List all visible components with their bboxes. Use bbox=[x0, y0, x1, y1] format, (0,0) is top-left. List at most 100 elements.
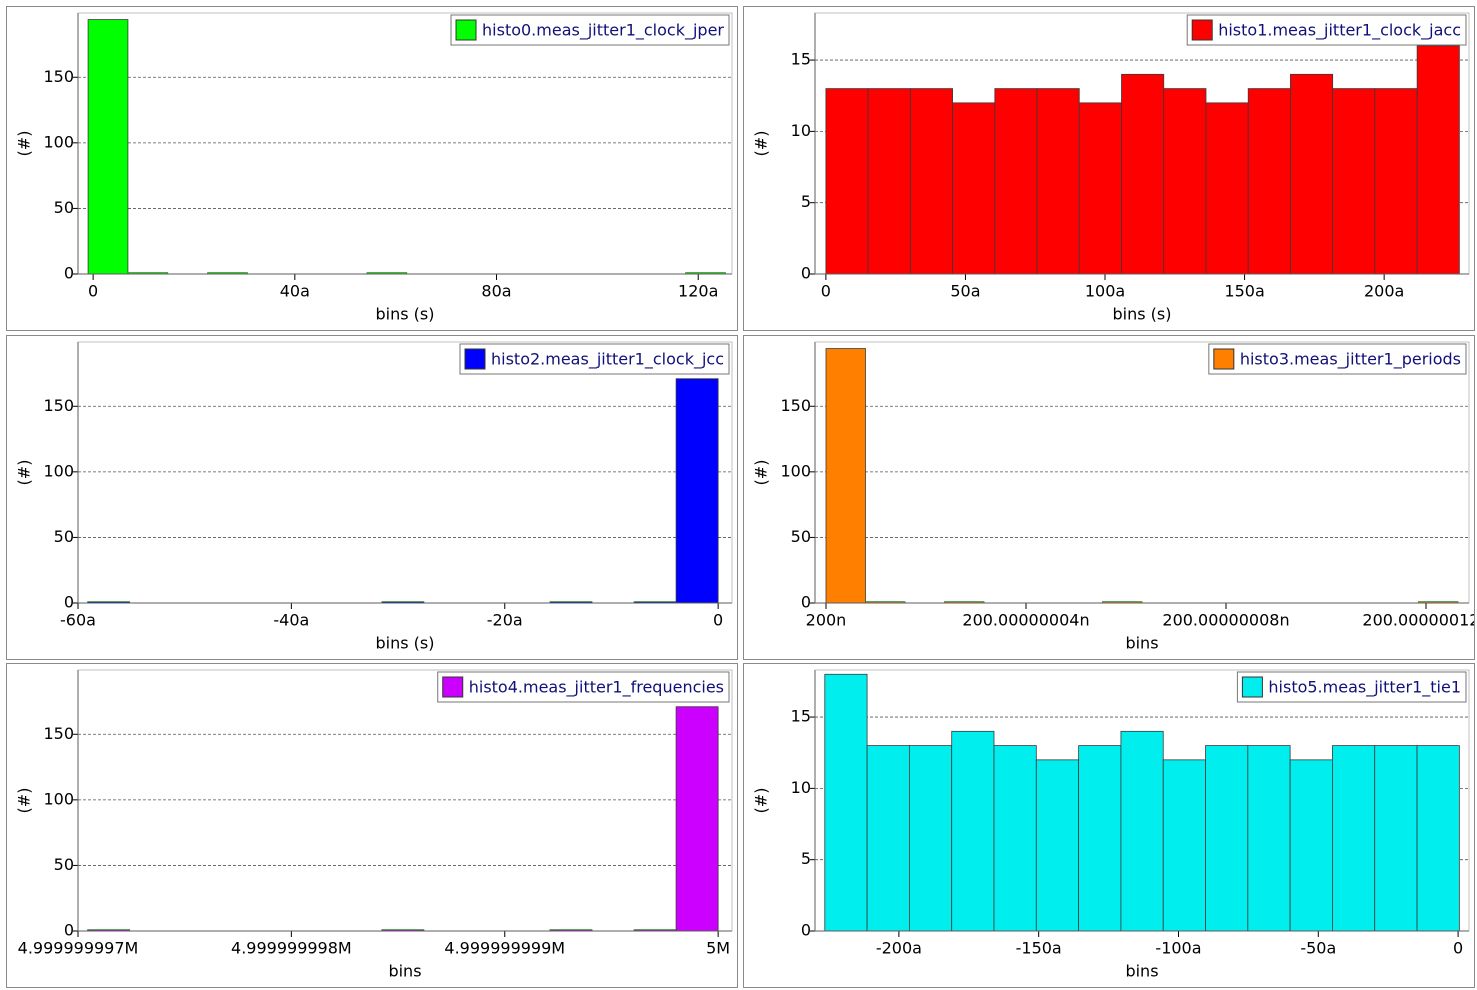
x-tick-label: 200.00000012n bbox=[1362, 611, 1475, 630]
bar bbox=[1078, 745, 1122, 932]
y-tick-label: 100 bbox=[43, 461, 74, 480]
bar bbox=[824, 673, 868, 932]
x-tick-label: -40a bbox=[273, 611, 309, 630]
y-tick-label: 0 bbox=[64, 264, 74, 283]
bar bbox=[87, 19, 129, 275]
bar bbox=[1332, 88, 1376, 275]
bar bbox=[1416, 745, 1460, 932]
y-tick-label: 150 bbox=[43, 724, 74, 743]
y-tick-label: 0 bbox=[801, 264, 811, 283]
x-tick-label: 200a bbox=[1364, 282, 1404, 301]
x-tick-label: 200.00000004n bbox=[962, 611, 1089, 630]
x-tick-label: 40a bbox=[280, 282, 310, 301]
bar bbox=[1374, 88, 1418, 275]
y-tick-label: 15 bbox=[791, 50, 811, 69]
legend-box bbox=[1208, 343, 1467, 375]
bar bbox=[1035, 759, 1080, 932]
x-tick-label: 200.00000008n bbox=[1162, 611, 1289, 630]
x-axis-label: bins (s) bbox=[376, 305, 435, 324]
histogram-panel: 0 50 100 150 200n 200.00000004n 200.00000008n 2… bbox=[743, 335, 1475, 660]
x-tick-label: 4.999999997M bbox=[18, 939, 139, 958]
histogram-panel: 0 5 10 15 0 50a 100a 150a 200a bins (s) (#) histo1.… bbox=[743, 6, 1475, 331]
histogram-panel: 0 50 100 150 0 40a 80a 120a bins (s) (#) histo0.me… bbox=[6, 6, 738, 331]
y-tick-label: 0 bbox=[64, 921, 74, 940]
histogram-panel: 0 50 100 150 -60a -40a -20a 0 bins (s) (#) histo2.… bbox=[6, 335, 738, 660]
bar bbox=[1163, 88, 1207, 275]
y-tick-label: 10 bbox=[791, 778, 811, 797]
legend-label: histo4.meas_jitter1_frequencies bbox=[469, 678, 724, 698]
bar bbox=[675, 706, 719, 932]
x-axis-label: bins (s) bbox=[376, 634, 435, 653]
bar bbox=[1332, 745, 1376, 932]
y-axis-label: (#) bbox=[15, 460, 34, 486]
y-tick-label: 50 bbox=[54, 198, 74, 217]
y-tick-label: 0 bbox=[64, 593, 74, 612]
x-tick-label: 0 bbox=[88, 282, 98, 301]
y-tick-label: 0 bbox=[801, 593, 811, 612]
legend-box bbox=[450, 14, 730, 46]
bar bbox=[1289, 759, 1333, 932]
y-tick-label: 150 bbox=[43, 67, 74, 86]
y-tick-label: 150 bbox=[780, 396, 811, 415]
y-tick-label: 0 bbox=[801, 921, 811, 940]
x-tick-label: 4.999999998M bbox=[231, 939, 352, 958]
bar bbox=[1121, 73, 1165, 275]
y-tick-label: 100 bbox=[780, 461, 811, 480]
legend-box bbox=[437, 671, 730, 703]
x-tick-label: 0 bbox=[821, 282, 831, 301]
x-tick-label: 0 bbox=[1453, 939, 1463, 958]
y-tick-label: 15 bbox=[791, 707, 811, 726]
legend-label: histo5.meas_jitter1_tie1 bbox=[1268, 678, 1461, 698]
x-axis-label: bins bbox=[1125, 962, 1158, 981]
x-tick-label: 4.999999999M bbox=[444, 939, 565, 958]
x-tick-label: -60a bbox=[60, 611, 96, 630]
bar bbox=[908, 745, 953, 932]
bar bbox=[951, 730, 995, 932]
histogram-panel: 0 5 10 15 -200a -150a -100a -50a 0 bins (#) histo5.… bbox=[743, 663, 1475, 988]
plot-frame bbox=[77, 669, 733, 932]
legend-label: histo0.meas_jitter1_clock_jper bbox=[482, 21, 724, 41]
x-axis-label: bins bbox=[1125, 634, 1158, 653]
bar bbox=[1416, 45, 1460, 275]
bar bbox=[825, 348, 866, 604]
plot-frame bbox=[814, 12, 1470, 275]
bar bbox=[1120, 730, 1164, 932]
y-tick-label: 150 bbox=[43, 396, 74, 415]
x-tick-label: 50a bbox=[950, 282, 980, 301]
bar bbox=[675, 378, 719, 604]
y-axis-label: (#) bbox=[752, 788, 771, 814]
bar bbox=[825, 88, 869, 275]
bar bbox=[1205, 745, 1249, 932]
bar bbox=[1162, 759, 1206, 932]
x-tick-label: -20a bbox=[487, 611, 523, 630]
bar bbox=[1205, 102, 1249, 275]
y-tick-label: 10 bbox=[791, 121, 811, 140]
legend-label: histo1.meas_jitter1_clock_jacc bbox=[1218, 21, 1461, 41]
bar bbox=[993, 745, 1037, 932]
x-axis-label: bins (s) bbox=[1113, 305, 1172, 324]
x-tick-label: -50a bbox=[1300, 939, 1336, 958]
legend-swatch bbox=[1241, 676, 1263, 698]
bar bbox=[952, 102, 996, 275]
legend-label: histo3.meas_jitter1_periods bbox=[1240, 350, 1461, 370]
legend-box bbox=[459, 343, 730, 375]
histogram-panel: 0 50 100 150 4.999999997M 4.999999998M 4.99999… bbox=[6, 663, 738, 988]
bar bbox=[1247, 88, 1291, 275]
plot-frame bbox=[77, 12, 733, 275]
legend-swatch bbox=[464, 348, 486, 370]
y-axis-label: (#) bbox=[15, 131, 34, 157]
plot-frame bbox=[814, 669, 1470, 932]
x-tick-label: -150a bbox=[1016, 939, 1062, 958]
plot-frame bbox=[77, 341, 733, 604]
y-tick-label: 50 bbox=[54, 855, 74, 874]
legend-label: histo2.meas_jitter1_clock_jcc bbox=[491, 350, 724, 370]
y-tick-label: 50 bbox=[54, 527, 74, 546]
x-tick-label: 0 bbox=[713, 611, 723, 630]
y-axis-label: (#) bbox=[752, 131, 771, 157]
legend-swatch bbox=[455, 19, 477, 41]
bar bbox=[1247, 745, 1291, 932]
legend-swatch bbox=[1191, 19, 1213, 41]
x-tick-label: 150a bbox=[1224, 282, 1264, 301]
y-tick-label: 50 bbox=[791, 527, 811, 546]
y-axis-label: (#) bbox=[15, 788, 34, 814]
